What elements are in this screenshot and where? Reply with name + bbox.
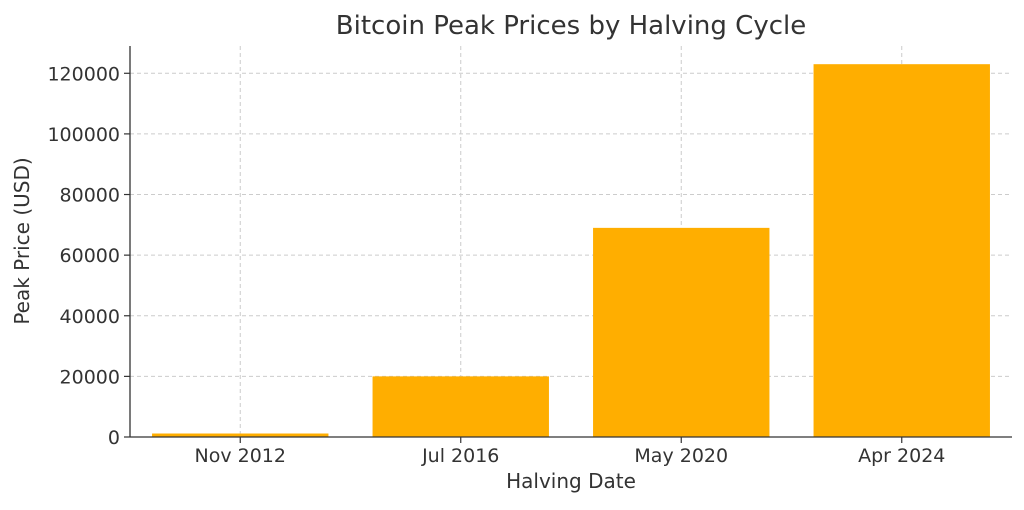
y-tick-label: 40000 [60,306,120,328]
bar-apr-2024 [813,64,990,438]
x-tick-label: May 2020 [634,445,728,467]
y-tick-label: 20000 [60,366,120,388]
x-ticks: Nov 2012 Jul 2016 May 2020 Apr 2024 [195,437,945,467]
x-tick-label: Nov 2012 [195,445,286,467]
y-tick-label: 120000 [47,63,120,85]
chart-title: Bitcoin Peak Prices by Halving Cycle [336,11,806,41]
y-tick-label: 0 [108,427,120,449]
bar-may-2020 [593,227,770,437]
x-axis-label: Halving Date [506,469,636,493]
y-tick-label: 60000 [60,245,120,267]
axes-layer [129,46,1012,438]
bar-jul-2016 [372,376,549,437]
y-ticks: 0 20000 40000 60000 80000 100000 120000 [47,63,130,449]
bars-layer [152,64,990,438]
bar-nov-2012 [152,433,329,437]
y-axis-label: Peak Price (USD) [10,157,34,324]
x-tick-label: Jul 2016 [421,445,499,467]
y-tick-label: 100000 [47,124,120,146]
y-tick-label: 80000 [60,185,120,207]
x-tick-label: Apr 2024 [858,445,945,467]
